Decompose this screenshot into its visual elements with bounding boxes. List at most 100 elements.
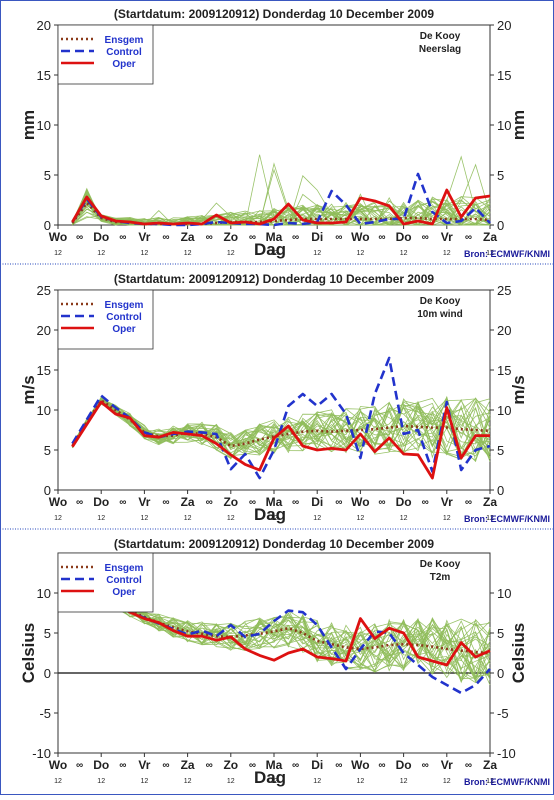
x-hour-label: 12 (54, 515, 62, 522)
x-day-label: Za (483, 758, 497, 772)
x-hour-label: 12 (486, 515, 494, 522)
midnight-marker: ∞ (335, 232, 342, 243)
y-tick-label-right: 5 (497, 443, 504, 458)
y-tick-label-left: 10 (37, 403, 51, 418)
x-hour-label: 12 (141, 515, 149, 522)
x-hour-label: 12 (141, 250, 149, 257)
midnight-marker: ∞ (76, 497, 83, 508)
midnight-marker: ∞ (335, 497, 342, 508)
legend-label: Oper (112, 324, 135, 335)
x-day-label: Wo (49, 495, 67, 509)
midnight-marker: ∞ (76, 760, 83, 771)
legend-label: Control (106, 312, 142, 323)
y-tick-label-left: 10 (37, 118, 51, 133)
x-day-label: Za (181, 758, 195, 772)
x-hour-label: 12 (184, 778, 192, 785)
midnight-marker: ∞ (465, 497, 472, 508)
midnight-marker: ∞ (119, 497, 126, 508)
meteogram-panel-neerslag: (Startdatum: 2009120912) Donderdag 10 De… (19, 7, 550, 259)
source-label: Bron: ECMWF/KNMI (464, 777, 550, 787)
x-day-label: Do (93, 758, 109, 772)
x-hour-label: 12 (400, 778, 408, 785)
midnight-marker: ∞ (206, 232, 213, 243)
y-tick-label-left: 5 (44, 443, 51, 458)
x-hour-label: 12 (227, 515, 235, 522)
midnight-marker: ∞ (249, 232, 256, 243)
variable-label: Neerslag (419, 44, 461, 55)
ensemble-member-line (72, 596, 491, 682)
x-day-label: Vr (441, 230, 453, 244)
legend-label: Control (106, 575, 142, 586)
x-day-label: Vr (441, 758, 453, 772)
x-day-label: Do (396, 230, 412, 244)
y-tick-label-left: 5 (44, 168, 51, 183)
x-day-label: Do (93, 230, 109, 244)
chart-title: (Startdatum: 2009120912) Donderdag 10 De… (114, 272, 434, 286)
midnight-marker: ∞ (292, 760, 299, 771)
midnight-marker: ∞ (378, 232, 385, 243)
midnight-marker: ∞ (162, 760, 169, 771)
x-hour-label: 12 (227, 778, 235, 785)
x-day-label: Zo (223, 230, 238, 244)
ensemble-member-line (72, 398, 491, 459)
midnight-marker: ∞ (249, 497, 256, 508)
y-tick-label-left: 15 (37, 363, 51, 378)
y-tick-label-right: 10 (497, 403, 511, 418)
x-hour-label: 12 (141, 778, 149, 785)
midnight-marker: ∞ (206, 497, 213, 508)
chart-title: (Startdatum: 2009120912) Donderdag 10 De… (114, 7, 434, 21)
midnight-marker: ∞ (422, 760, 429, 771)
x-hour-label: 12 (357, 778, 365, 785)
x-hour-label: 12 (97, 250, 105, 257)
midnight-marker: ∞ (76, 232, 83, 243)
station-label: De Kooy (420, 559, 461, 570)
source-label: Bron: ECMWF/KNMI (464, 249, 550, 259)
x-hour-label: 12 (443, 250, 451, 257)
x-day-label: Zo (223, 495, 238, 509)
legend-label: Ensgem (105, 300, 144, 311)
y-tick-label-right: 20 (497, 323, 511, 338)
y-tick-label-left: 20 (37, 323, 51, 338)
x-day-label: Wo (351, 758, 369, 772)
x-day-label: Do (396, 758, 412, 772)
x-hour-label: 12 (357, 515, 365, 522)
series-line-ensgem (72, 594, 491, 655)
ensemble-member-line (72, 594, 491, 675)
x-day-label: Vr (138, 495, 150, 509)
y-axis-label-left: mm (19, 110, 38, 140)
series-line-oper (71, 400, 490, 480)
y-tick-label-right: 0 (497, 218, 504, 233)
legend-label: Ensgem (105, 35, 144, 46)
midnight-marker: ∞ (465, 232, 472, 243)
x-hour-label: 12 (54, 778, 62, 785)
ensemble-member-line (72, 596, 491, 677)
midnight-marker: ∞ (422, 497, 429, 508)
x-day-label: Ma (266, 230, 283, 244)
x-day-label: Vr (138, 758, 150, 772)
x-hour-label: 12 (313, 250, 321, 257)
x-day-label: Do (396, 495, 412, 509)
x-hour-label: 12 (486, 250, 494, 257)
x-hour-label: 12 (443, 515, 451, 522)
chart-title: (Startdatum: 2009120912) Donderdag 10 De… (114, 537, 434, 551)
x-hour-label: 12 (184, 515, 192, 522)
y-tick-label-right: 10 (497, 586, 511, 601)
x-day-label: Di (311, 230, 323, 244)
midnight-marker: ∞ (206, 760, 213, 771)
midnight-marker: ∞ (465, 760, 472, 771)
y-tick-label-right: 10 (497, 118, 511, 133)
y-tick-label-left: 5 (44, 626, 51, 641)
x-day-label: Ma (266, 495, 283, 509)
x-hour-label: 12 (357, 250, 365, 257)
midnight-marker: ∞ (119, 232, 126, 243)
series-line-control (71, 356, 491, 480)
midnight-marker: ∞ (378, 760, 385, 771)
y-tick-label-left: 0 (44, 218, 51, 233)
midnight-marker: ∞ (249, 760, 256, 771)
legend-label: Oper (112, 59, 135, 70)
